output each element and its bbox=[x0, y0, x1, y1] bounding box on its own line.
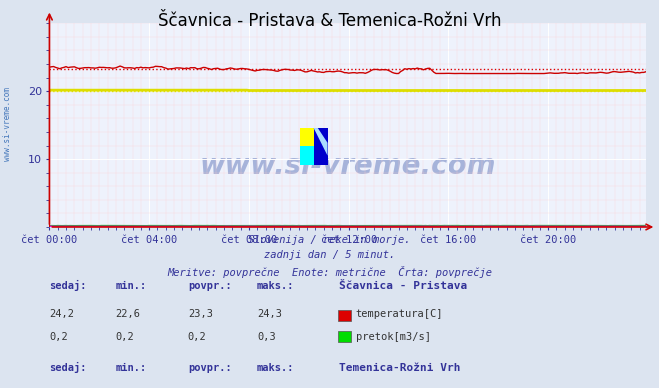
Text: 0,2: 0,2 bbox=[49, 332, 68, 342]
Text: pretok[m3/s]: pretok[m3/s] bbox=[356, 332, 431, 342]
Text: temperatura[C]: temperatura[C] bbox=[356, 309, 444, 319]
Text: www.si-vreme.com: www.si-vreme.com bbox=[3, 87, 13, 161]
Text: povpr.:: povpr.: bbox=[188, 363, 231, 373]
Text: Ščavnica - Pristava & Temenica-Rožni Vrh: Ščavnica - Pristava & Temenica-Rožni Vrh bbox=[158, 12, 501, 30]
Text: povpr.:: povpr.: bbox=[188, 281, 231, 291]
Text: zadnji dan / 5 minut.: zadnji dan / 5 minut. bbox=[264, 250, 395, 260]
Polygon shape bbox=[314, 128, 328, 156]
Text: 24,2: 24,2 bbox=[49, 309, 74, 319]
Text: www.si-vreme.com: www.si-vreme.com bbox=[200, 152, 496, 180]
Text: 22,6: 22,6 bbox=[115, 309, 140, 319]
Text: Slovenija / reke in morje.: Slovenija / reke in morje. bbox=[248, 235, 411, 245]
Text: sedaj:: sedaj: bbox=[49, 362, 87, 373]
Text: Meritve: povprečne  Enote: metrične  Črta: povprečje: Meritve: povprečne Enote: metrične Črta:… bbox=[167, 266, 492, 278]
Bar bbox=[314, 128, 328, 165]
Text: 0,2: 0,2 bbox=[115, 332, 134, 342]
Text: 0,2: 0,2 bbox=[188, 332, 206, 342]
Text: min.:: min.: bbox=[115, 363, 146, 373]
Text: sedaj:: sedaj: bbox=[49, 280, 87, 291]
Polygon shape bbox=[314, 128, 328, 165]
Text: min.:: min.: bbox=[115, 281, 146, 291]
Text: Temenica-Rožni Vrh: Temenica-Rožni Vrh bbox=[339, 363, 461, 373]
Text: maks.:: maks.: bbox=[257, 363, 295, 373]
Bar bbox=[300, 147, 314, 165]
Text: 23,3: 23,3 bbox=[188, 309, 213, 319]
Bar bbox=[300, 128, 314, 147]
Text: 0,3: 0,3 bbox=[257, 332, 275, 342]
Text: maks.:: maks.: bbox=[257, 281, 295, 291]
Text: Ščavnica - Pristava: Ščavnica - Pristava bbox=[339, 281, 468, 291]
Text: 24,3: 24,3 bbox=[257, 309, 282, 319]
